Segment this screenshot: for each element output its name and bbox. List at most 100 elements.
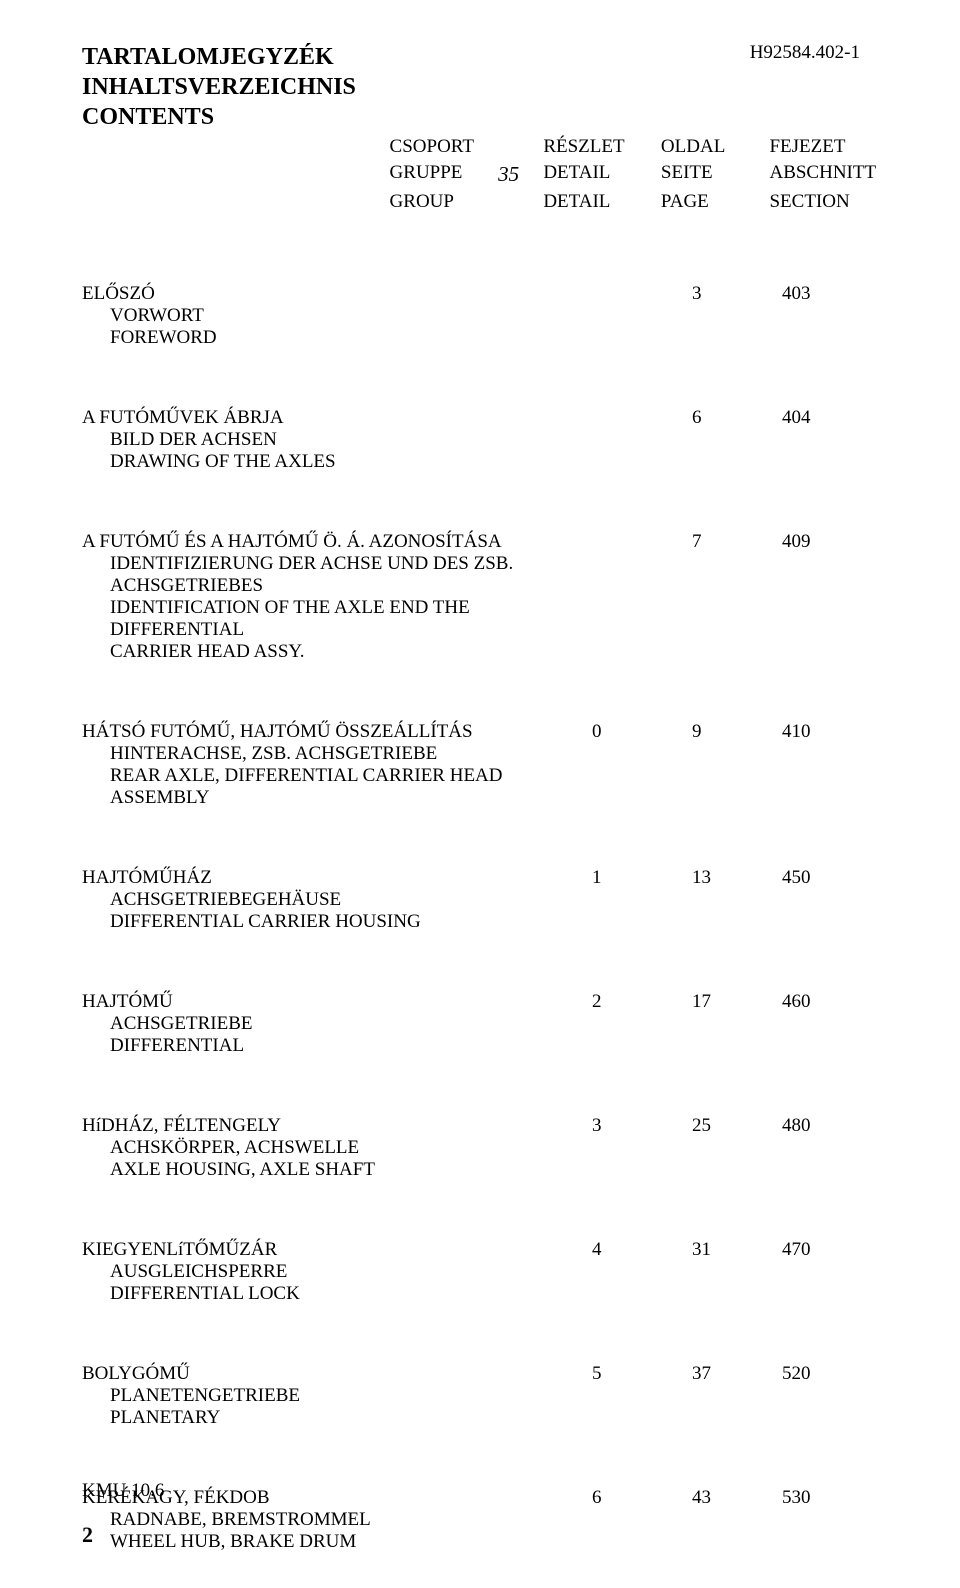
toc-entry-page: 9 (692, 721, 782, 743)
toc-entry-detail: 0 (592, 721, 692, 743)
toc-entry-line-sub: HINTERACHSE, ZSB. ACHSGETRIEBE (82, 743, 592, 765)
toc-entry-row: A FUTÓMŰVEK ÁBRJABILD DER ACHSENDRAWING … (82, 407, 878, 473)
toc-entry-text: HAJTÓMŰHÁZACHSGETRIEBEGEHÄUSEDIFFERENTIA… (82, 867, 592, 933)
toc-entry: HAJTÓMŰACHSGETRIEBEDIFFERENTIAL217460 (82, 991, 878, 1057)
toc-entry-text: KIEGYENLíTŐMŰZÁRAUSGLEICHSPERREDIFFERENT… (82, 1239, 592, 1305)
toc-entry-page: 7 (692, 531, 782, 553)
toc-entry-row: A FUTÓMŰ ÉS A HAJTÓMŰ Ö. Á. AZONOSÍTÁSAI… (82, 531, 878, 663)
toc-entry-section: 403 (782, 283, 862, 305)
toc-entry-text: A FUTÓMŰVEK ÁBRJABILD DER ACHSENDRAWING … (82, 407, 592, 473)
toc-entry-text: ELŐSZÓVORWORTFOREWORD (82, 283, 592, 349)
toc-entry-line-main: HAJTÓMŰ (82, 991, 592, 1013)
toc-entry-line-sub: WHEEL HUB, BRAKE DRUM (82, 1531, 592, 1553)
col-header-detail-de: DETAIL (543, 162, 661, 187)
toc-entry-line-sub: PLANETENGETRIEBE (82, 1385, 592, 1407)
toc-entry-line-sub: ACHSKÖRPER, ACHSWELLE (82, 1137, 592, 1159)
toc-entry-line-main: HAJTÓMŰHÁZ (82, 867, 592, 889)
toc-entry-line-main: KIEGYENLíTŐMŰZÁR (82, 1239, 592, 1261)
toc-entry-line-sub: DIFFERENTIAL LOCK (82, 1283, 592, 1305)
toc-entry-line-main: HíDHÁZ, FÉLTENGELY (82, 1115, 592, 1137)
toc-entry-line-sub: ACHSGETRIEBEGEHÄUSE (82, 889, 592, 911)
col-header-abschnitt: ABSCHNITT (769, 162, 878, 187)
toc-entry-line-sub: CARRIER HEAD ASSY. (82, 641, 592, 663)
col-header-oldal: OLDAL (661, 136, 770, 158)
col-header-section: SECTION (769, 191, 878, 213)
toc-entry-detail: 2 (592, 991, 692, 1013)
toc-entry-line-sub: RADNABE, BREMSTROMMEL (82, 1509, 592, 1531)
toc-entry-line-main: A FUTÓMŰVEK ÁBRJA (82, 407, 592, 429)
toc-entry-line-sub: IDENTIFIZIERUNG DER ACHSE UND DES ZSB. A… (82, 553, 592, 597)
toc-entry: HíDHÁZ, FÉLTENGELYACHSKÖRPER, ACHSWELLEA… (82, 1115, 878, 1181)
toc-entry-line-sub: FOREWORD (82, 327, 592, 349)
toc-entry-row: HíDHÁZ, FÉLTENGELYACHSKÖRPER, ACHSWELLEA… (82, 1115, 878, 1181)
toc-entry-text: HAJTÓMŰACHSGETRIEBEDIFFERENTIAL (82, 991, 592, 1057)
toc-entry-line-sub: PLANETARY (82, 1407, 592, 1429)
toc-entry-line-main: ELŐSZÓ (82, 283, 592, 305)
toc-entry-page: 31 (692, 1239, 782, 1261)
column-headers: CSOPORT RÉSZLET OLDAL FEJEZET GRUPPE 35 … (82, 136, 878, 213)
col-header-reszlet: RÉSZLET (543, 136, 661, 158)
toc-entry-text: A FUTÓMŰ ÉS A HAJTÓMŰ Ö. Á. AZONOSÍTÁSAI… (82, 531, 592, 663)
col-header-page: PAGE (661, 191, 770, 213)
toc-entry-text: HíDHÁZ, FÉLTENGELYACHSKÖRPER, ACHSWELLEA… (82, 1115, 592, 1181)
toc-entry-section: 460 (782, 991, 862, 1013)
toc-entry-section: 520 (782, 1363, 862, 1385)
toc-entry-line-sub: VORWORT (82, 305, 592, 327)
toc-entry-line-sub: DIFFERENTIAL (82, 1035, 592, 1057)
toc-entry-row: HAJTÓMŰHÁZACHSGETRIEBEGEHÄUSEDIFFERENTIA… (82, 867, 878, 933)
toc-entry-line-sub: REAR AXLE, DIFFERENTIAL CARRIER HEAD ASS… (82, 765, 592, 809)
toc-entry-line-sub: DRAWING OF THE AXLES (82, 451, 592, 473)
toc-entry-line-sub: DIFFERENTIAL CARRIER HOUSING (82, 911, 592, 933)
toc-entry-text: BOLYGÓMŰPLANETENGETRIEBEPLANETARY (82, 1363, 592, 1429)
col-header-csoport: CSOPORT (390, 136, 499, 158)
toc-entry: ELŐSZÓVORWORTFOREWORD 3403 (82, 283, 878, 349)
toc-entry: KIEGYENLíTŐMŰZÁRAUSGLEICHSPERREDIFFERENT… (82, 1239, 878, 1305)
toc-entry-section: 530 (782, 1487, 862, 1509)
page-number: 2 (82, 1522, 93, 1548)
toc-entry: A FUTÓMŰVEK ÁBRJABILD DER ACHSENDRAWING … (82, 407, 878, 473)
toc-entry-section: 409 (782, 531, 862, 553)
document-page: H92584.402-1 TARTALOMJEGYZÉK INHALTSVERZ… (0, 0, 960, 1588)
col-header-fejezet: FEJEZET (769, 136, 878, 158)
toc-entries: ELŐSZÓVORWORTFOREWORD3403A FUTÓMŰVEK ÁBR… (82, 283, 878, 1553)
toc-entry: BOLYGÓMŰPLANETENGETRIEBEPLANETARY537520 (82, 1363, 878, 1429)
toc-entry-page: 6 (692, 407, 782, 429)
title-de: INHALTSVERZEICHNIS (82, 72, 878, 102)
toc-entry-page: 37 (692, 1363, 782, 1385)
toc-entry-row: KIEGYENLíTŐMŰZÁRAUSGLEICHSPERREDIFFERENT… (82, 1239, 878, 1305)
col-header-gruppe: GRUPPE (390, 162, 499, 187)
toc-entry-page: 13 (692, 867, 782, 889)
toc-entry-row: HAJTÓMŰACHSGETRIEBEDIFFERENTIAL217460 (82, 991, 878, 1057)
toc-entry-page: 43 (692, 1487, 782, 1509)
toc-entry-detail: 1 (592, 867, 692, 889)
footer-code: KMU 10.6 (82, 1480, 164, 1502)
toc-entry: HAJTÓMŰHÁZACHSGETRIEBEGEHÄUSEDIFFERENTIA… (82, 867, 878, 933)
toc-entry-line-sub: ACHSGETRIEBE (82, 1013, 592, 1035)
doc-code: H92584.402-1 (750, 42, 860, 64)
toc-entry-detail: 4 (592, 1239, 692, 1261)
toc-entry-line-sub: AXLE HOUSING, AXLE SHAFT (82, 1159, 592, 1181)
toc-entry: HÁTSÓ FUTÓMŰ, HAJTÓMŰ ÖSSZEÁLLÍTÁSHINTER… (82, 721, 878, 809)
toc-entry-detail: 3 (592, 1115, 692, 1137)
toc-entry: KERÉKAGY, FÉKDOBRADNABE, BREMSTROMMELWHE… (82, 1487, 878, 1553)
toc-entry-line-sub: BILD DER ACHSEN (82, 429, 592, 451)
col-header-seite: SEITE (661, 162, 770, 187)
toc-entry-detail: 6 (592, 1487, 692, 1509)
col-header-detail-en: DETAIL (543, 191, 661, 213)
toc-entry-line-main: A FUTÓMŰ ÉS A HAJTÓMŰ Ö. Á. AZONOSÍTÁSA (82, 531, 592, 553)
toc-entry-page: 3 (692, 283, 782, 305)
toc-entry-text: HÁTSÓ FUTÓMŰ, HAJTÓMŰ ÖSSZEÁLLÍTÁSHINTER… (82, 721, 592, 809)
toc-entry-row: BOLYGÓMŰPLANETENGETRIEBEPLANETARY537520 (82, 1363, 878, 1429)
toc-entry-line-main: HÁTSÓ FUTÓMŰ, HAJTÓMŰ ÖSSZEÁLLÍTÁS (82, 721, 592, 743)
toc-entry-section: 480 (782, 1115, 862, 1137)
title-en: CONTENTS (82, 102, 878, 132)
toc-entry-row: KERÉKAGY, FÉKDOBRADNABE, BREMSTROMMELWHE… (82, 1487, 878, 1553)
toc-entry-section: 404 (782, 407, 862, 429)
toc-entry-page: 25 (692, 1115, 782, 1137)
toc-entry: A FUTÓMŰ ÉS A HAJTÓMŰ Ö. Á. AZONOSÍTÁSAI… (82, 531, 878, 663)
col-header-group: GROUP (390, 191, 499, 213)
group-number: 35 (498, 162, 543, 187)
toc-entry-detail: 5 (592, 1363, 692, 1385)
toc-entry-section: 450 (782, 867, 862, 889)
toc-entry-section: 410 (782, 721, 862, 743)
